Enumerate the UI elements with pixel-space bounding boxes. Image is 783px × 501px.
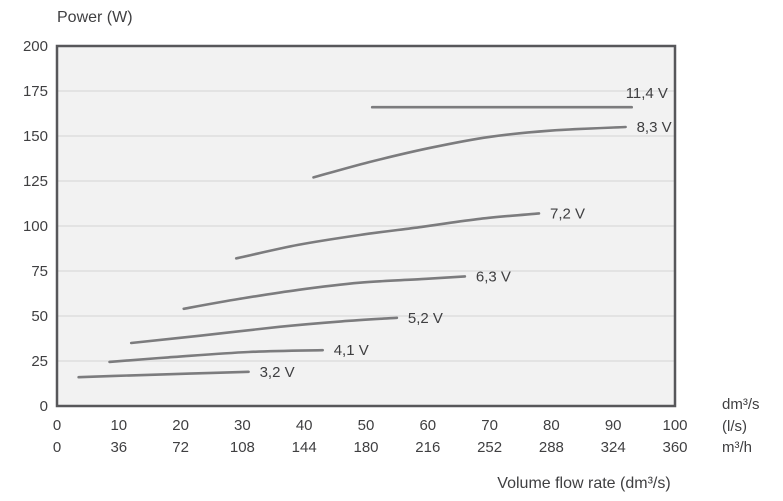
- x-tick-ls-label: 80: [543, 417, 560, 434]
- y-axis-title: Power (W): [57, 9, 133, 26]
- curve-7-2-v: [234, 212, 541, 260]
- curve-8-3-v: [312, 125, 627, 179]
- y-tick-label: 0: [40, 398, 48, 415]
- y-tick-label: 175: [23, 83, 48, 100]
- curve-3-2-v: [77, 370, 250, 379]
- curve-5-2-v: [129, 316, 399, 345]
- y-tick-label: 75: [31, 263, 48, 280]
- curve-label-7-2-v: 7,2 V: [550, 205, 585, 222]
- plot-border: [55, 44, 677, 408]
- curve-4-1-v: [108, 348, 324, 364]
- x-axis-unit-label: dm³/s: [722, 396, 760, 413]
- x-tick-m3h-label: 324: [601, 439, 626, 456]
- curve-label-6-3-v: 6,3 V: [476, 268, 511, 285]
- curve-6-3-v: [182, 275, 467, 311]
- y-tick-label: 125: [23, 173, 48, 190]
- x-tick-ls-label: 60: [419, 417, 436, 434]
- x-tick-m3h-label: 252: [477, 439, 502, 456]
- y-tick-label: 100: [23, 218, 48, 235]
- x-tick-m3h-label: 108: [230, 439, 255, 456]
- x-tick-m3h-label: 180: [353, 439, 378, 456]
- curve-label-4-1-v: 4,1 V: [334, 342, 369, 359]
- y-tick-label: 150: [23, 128, 48, 145]
- curve-label-5-2-v: 5,2 V: [408, 310, 443, 327]
- y-tick-label: 50: [31, 308, 48, 325]
- x-tick-m3h-label: 144: [292, 439, 317, 456]
- x-tick-m3h-label: 288: [539, 439, 564, 456]
- y-tick-label: 25: [31, 353, 48, 370]
- x-tick-m3h-label: 216: [415, 439, 440, 456]
- curve-label-8-3-v: 8,3 V: [637, 119, 672, 136]
- x-tick-ls-label: 20: [172, 417, 189, 434]
- y-tick-label: 200: [23, 38, 48, 55]
- x-tick-m3h-label: 72: [172, 439, 189, 456]
- x-tick-ls-label: 100: [662, 417, 687, 434]
- x-axis-unit-label: (l/s): [722, 418, 747, 435]
- x-tick-ls-label: 50: [358, 417, 375, 434]
- x-tick-ls-label: 70: [481, 417, 498, 434]
- x-tick-m3h-label: 360: [662, 439, 687, 456]
- x-tick-m3h-label: 0: [53, 439, 61, 456]
- x-tick-ls-label: 10: [110, 417, 127, 434]
- curve-label-11-4-v: 11,4 V: [626, 85, 668, 102]
- x-tick-m3h-label: 36: [110, 439, 127, 456]
- x-axis-title: Volume flow rate (dm³/s): [497, 475, 670, 492]
- x-tick-ls-label: 40: [296, 417, 313, 434]
- x-tick-ls-label: 90: [605, 417, 622, 434]
- x-tick-ls-label: 0: [53, 417, 61, 434]
- x-tick-ls-label: 30: [234, 417, 251, 434]
- curve-label-3-2-v: 3,2 V: [260, 364, 295, 381]
- x-axis-unit-label: m³/h: [722, 439, 752, 456]
